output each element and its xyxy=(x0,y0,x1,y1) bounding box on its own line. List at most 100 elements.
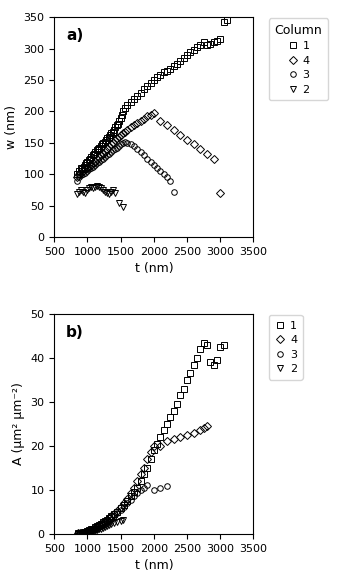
4 xyxy=(109,513,114,519)
1 xyxy=(161,427,166,434)
3 xyxy=(125,499,130,506)
3 xyxy=(102,153,107,160)
4 xyxy=(142,115,146,122)
4 xyxy=(93,525,98,532)
3 xyxy=(77,530,82,537)
3 xyxy=(148,158,153,165)
Line: 3: 3 xyxy=(74,139,177,195)
1 xyxy=(211,361,216,368)
4 xyxy=(138,118,143,125)
4 xyxy=(79,529,84,536)
3 xyxy=(101,155,105,162)
1 xyxy=(75,530,80,537)
Line: 4: 4 xyxy=(75,424,210,536)
4 xyxy=(105,516,110,523)
1 xyxy=(96,146,100,153)
3 xyxy=(129,496,133,503)
4 xyxy=(85,528,90,535)
4 xyxy=(90,160,95,166)
4 xyxy=(105,146,109,153)
2 xyxy=(97,183,101,190)
3 xyxy=(172,188,176,195)
4 xyxy=(75,174,79,181)
3 xyxy=(81,171,85,178)
2 xyxy=(106,191,111,198)
4 xyxy=(145,456,150,463)
2 xyxy=(98,185,103,192)
3 xyxy=(89,165,93,172)
4 xyxy=(165,438,169,445)
2 xyxy=(83,529,88,536)
3 xyxy=(121,139,125,146)
4 xyxy=(138,471,143,478)
3 xyxy=(87,166,91,173)
2 xyxy=(117,199,122,206)
1 xyxy=(225,17,229,24)
4 xyxy=(135,119,139,126)
4 xyxy=(178,132,182,139)
3 xyxy=(97,158,101,165)
4 xyxy=(106,142,111,149)
3 xyxy=(168,177,173,184)
3 xyxy=(135,146,139,153)
3 xyxy=(93,161,97,168)
2 xyxy=(101,524,106,531)
4 xyxy=(113,136,117,143)
3 xyxy=(142,152,146,159)
2 xyxy=(113,189,118,196)
3 xyxy=(110,147,115,154)
2 xyxy=(99,525,104,532)
2 xyxy=(105,189,109,196)
1 xyxy=(83,528,88,535)
1 xyxy=(89,153,94,160)
2 xyxy=(77,188,81,195)
4 xyxy=(107,514,111,521)
4 xyxy=(101,519,106,526)
3 xyxy=(99,522,104,529)
4 xyxy=(93,158,97,165)
Line: 3: 3 xyxy=(75,483,170,536)
3 xyxy=(75,177,79,184)
4 xyxy=(185,136,189,143)
4 xyxy=(148,449,153,456)
4 xyxy=(125,127,130,134)
3 xyxy=(87,528,92,535)
4 xyxy=(95,523,100,530)
2 xyxy=(79,187,83,193)
4 xyxy=(87,528,92,534)
2 xyxy=(121,517,125,523)
4 xyxy=(85,165,89,172)
4 xyxy=(110,139,115,146)
4 xyxy=(75,530,80,537)
3 xyxy=(129,141,133,148)
3 xyxy=(118,506,123,513)
2 xyxy=(85,187,89,193)
4 xyxy=(211,155,216,162)
1 xyxy=(112,511,116,518)
Line: 4: 4 xyxy=(74,110,223,196)
4 xyxy=(132,484,136,491)
2 xyxy=(93,528,98,534)
Line: 1: 1 xyxy=(74,18,230,177)
Legend: 1, 4, 3, 2: 1, 4, 3, 2 xyxy=(269,315,303,379)
3 xyxy=(95,525,100,532)
2 xyxy=(118,517,123,524)
3 xyxy=(97,524,102,531)
4 xyxy=(114,134,119,141)
3 xyxy=(105,519,110,526)
2 xyxy=(81,529,86,536)
2 xyxy=(107,522,111,529)
3 xyxy=(90,163,95,170)
4 xyxy=(77,530,82,537)
3 xyxy=(103,520,108,527)
3 xyxy=(165,483,169,490)
4 xyxy=(103,518,108,525)
Text: a): a) xyxy=(66,28,84,43)
3 xyxy=(112,513,116,519)
2 xyxy=(115,518,119,525)
4 xyxy=(185,432,189,439)
3 xyxy=(122,503,126,510)
4 xyxy=(81,529,86,536)
4 xyxy=(191,141,196,148)
3 xyxy=(107,517,111,524)
